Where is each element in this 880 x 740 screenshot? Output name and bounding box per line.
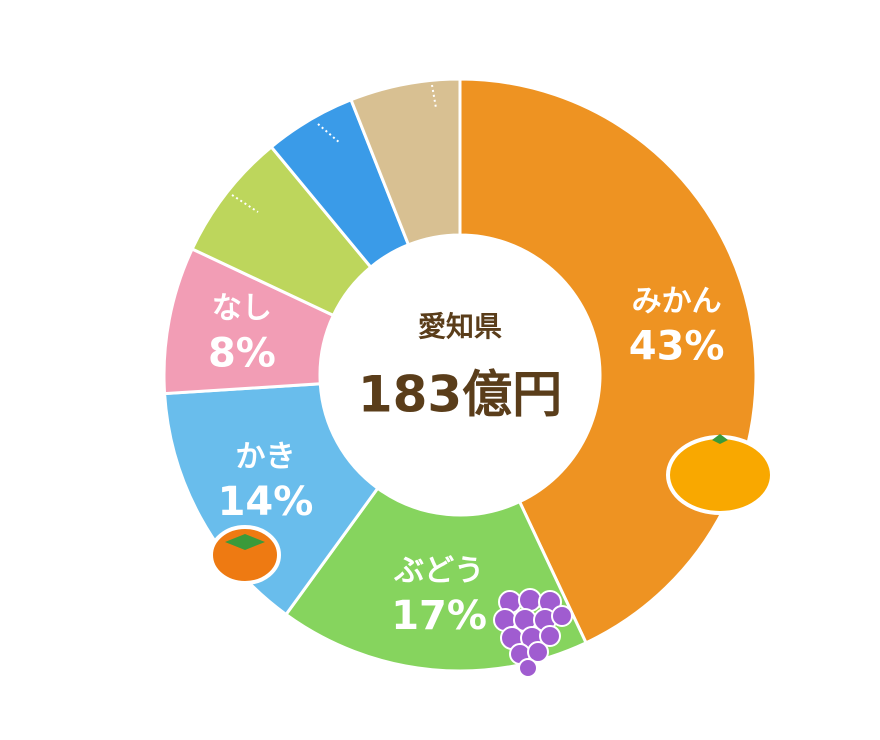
slice-label: かき xyxy=(235,439,295,474)
slice-label: みかん xyxy=(632,284,722,319)
persimmon-leaf xyxy=(225,534,265,550)
donut-hole xyxy=(320,235,600,515)
slice-label: なし xyxy=(212,291,272,326)
center-title: 愛知県 xyxy=(418,310,502,343)
grape-icon xyxy=(493,588,573,678)
orange-leaf xyxy=(712,434,728,444)
value-label: 8% xyxy=(208,330,276,376)
slice-label: ぶどう xyxy=(393,554,484,589)
center-text: 183億円 xyxy=(358,366,562,424)
orange-icon xyxy=(666,435,774,515)
labels: みかん 43% ぶどう 17% かき 14% なし 8% xyxy=(208,284,725,639)
decorations xyxy=(209,84,774,678)
value-label: 17% xyxy=(391,593,487,639)
value-label: 43% xyxy=(629,324,725,370)
value-label: 14% xyxy=(218,479,314,525)
leader-dots xyxy=(231,84,437,213)
